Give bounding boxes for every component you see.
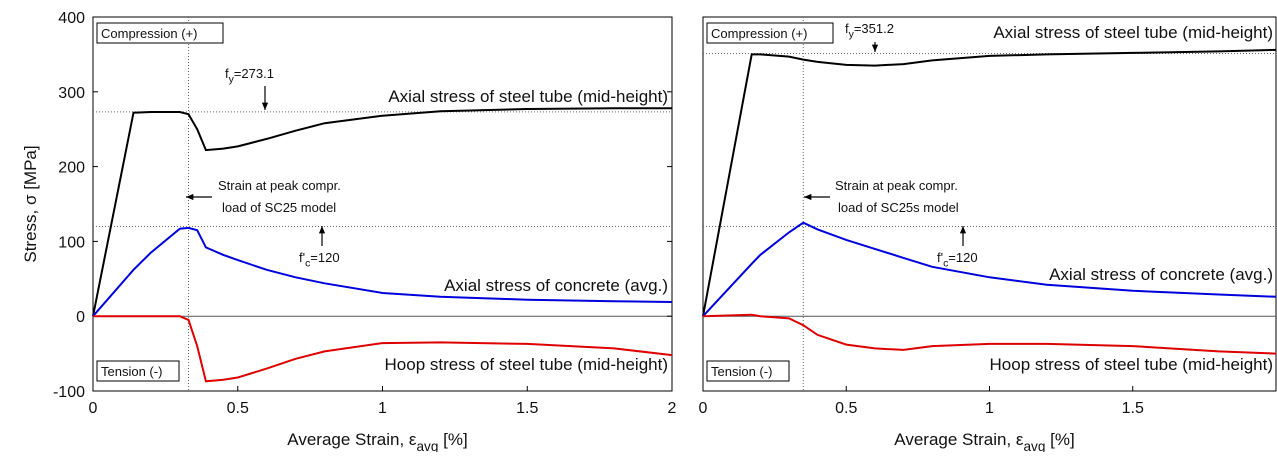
series-label: Axial stress of steel tube (mid-height) — [388, 87, 668, 106]
y-tick-label: 400 — [58, 10, 85, 27]
tension-label: Tension (-) — [101, 364, 162, 379]
fc-annotation-rest: =120 — [310, 250, 339, 265]
peak-annotation: Strain at peak compr. — [218, 178, 341, 193]
y-tick-label: -100 — [53, 384, 85, 401]
series-label: Axial stress of concrete (avg.) — [444, 276, 668, 295]
plot-frame — [92, 16, 673, 392]
x-tick-label: 1.5 — [516, 400, 538, 417]
tension-box — [96, 360, 180, 382]
series-label: Hoop stress of steel tube (mid-height) — [990, 355, 1273, 374]
compression-label: Compression (+) — [101, 26, 197, 41]
x-axis-label: Average Strain, εavg [%] — [287, 430, 467, 452]
x-axis-label-sub: avg — [1023, 439, 1045, 452]
fy-annotation: fy=273.1 — [225, 66, 274, 86]
tension-label: Tension (-) — [711, 364, 772, 379]
tension-box — [706, 360, 790, 382]
arrow-head — [186, 193, 194, 201]
peak-annotation: load of SC25s model — [838, 200, 959, 215]
x-axis-label: Average Strain, εavg [%] — [894, 430, 1074, 452]
fc-annotation: f'c=120 — [937, 250, 978, 270]
y-tick-label: 0 — [76, 309, 85, 326]
x-tick-label: 1 — [378, 400, 387, 417]
fy-annotation-base: f — [225, 66, 229, 81]
x-axis-label-base: Average Strain, ε — [287, 430, 417, 449]
compression-box — [706, 22, 834, 44]
peak-annotation: Strain at peak compr. — [835, 178, 958, 193]
x-tick-label: 2 — [668, 400, 677, 417]
x-axis-label-rest: [%] — [438, 430, 467, 449]
arrow-head — [318, 226, 326, 234]
series-line — [93, 315, 673, 383]
fc-annotation-base: f' — [937, 250, 943, 265]
fy-annotation: fy=351.2 — [845, 21, 894, 41]
fy-annotation-sub: y — [229, 75, 235, 86]
x-axis-label-sub: avg — [416, 439, 438, 452]
x-tick-label: 1.5 — [1122, 400, 1144, 417]
fc-annotation-sub: c — [943, 259, 948, 270]
y-tick-label: 300 — [58, 85, 85, 102]
series-line — [92, 226, 673, 317]
y-tick-label: 200 — [58, 160, 85, 177]
y-tick-label: 100 — [58, 234, 85, 251]
arrow-head — [959, 226, 967, 234]
x-axis-label-base: Average Strain, ε — [894, 430, 1024, 449]
plot-frame — [702, 16, 1277, 392]
arrow-head — [804, 193, 812, 201]
fc-annotation-base: f' — [299, 250, 305, 265]
series-label: Axial stress of concrete (avg.) — [1049, 265, 1273, 284]
x-tick-label: 1 — [985, 400, 994, 417]
arrow-head — [261, 102, 269, 110]
fc-annotation-rest: =120 — [948, 250, 977, 265]
x-tick-label: 0 — [89, 400, 98, 417]
x-tick-label: 0.5 — [227, 400, 249, 417]
series-label: Hoop stress of steel tube (mid-height) — [385, 355, 668, 374]
fy-annotation-rest: =351.2 — [854, 21, 894, 36]
x-tick-label: 0 — [699, 400, 708, 417]
x-tick-label: 0.5 — [835, 400, 857, 417]
series-label: Axial stress of steel tube (mid-height) — [993, 23, 1273, 42]
fy-annotation-sub: y — [849, 30, 855, 41]
series-line — [702, 221, 1277, 317]
fc-annotation-sub: c — [305, 259, 310, 270]
series-line — [702, 313, 1277, 355]
fc-annotation: f'c=120 — [299, 250, 340, 270]
compression-box — [96, 22, 224, 44]
x-axis-label-rest: [%] — [1045, 430, 1074, 449]
arrow-head — [871, 44, 879, 52]
series-line — [702, 48, 1277, 317]
series-line — [92, 107, 672, 317]
compression-label: Compression (+) — [711, 26, 807, 41]
fy-annotation-rest: =273.1 — [234, 66, 274, 81]
y-axis-label: Stress, σ [MPa] — [21, 145, 40, 262]
fy-annotation-base: f — [845, 21, 849, 36]
peak-annotation: load of SC25 model — [222, 200, 336, 215]
